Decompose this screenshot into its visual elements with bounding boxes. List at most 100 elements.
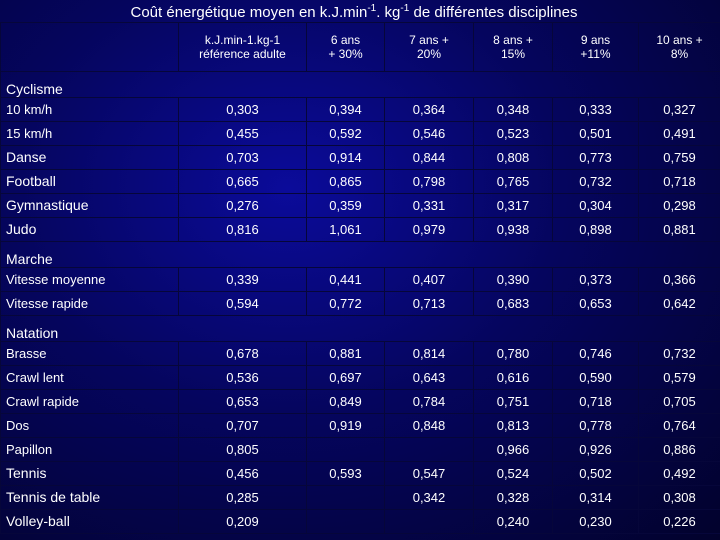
table-row: Judo 0,816 1,061 0,979 0,938 0,898 0,881	[0, 217, 720, 242]
value-cell: 0,703	[178, 145, 307, 170]
value-cell: 0,366	[638, 267, 720, 292]
value-cell: 0,718	[638, 169, 720, 194]
header-line: k.J.min-1.kg-1	[204, 33, 281, 47]
table-row: Vitesse moyenne 0,339 0,441 0,407 0,390 …	[0, 267, 720, 292]
section-row-marche: Marche	[0, 241, 720, 268]
row-label: Crawl rapide	[0, 389, 179, 414]
value-cell: 0,240	[473, 509, 553, 534]
value-cell: 0,373	[552, 267, 639, 292]
value-cell: 0,732	[638, 341, 720, 366]
header-cell-7ans: 7 ans +20%	[384, 22, 474, 72]
value-cell: 0,979	[384, 217, 474, 242]
value-cell: 0,718	[552, 389, 639, 414]
header-line: 20%	[416, 47, 442, 61]
value-cell: 0,881	[638, 217, 720, 242]
header-line: 8 ans +	[493, 33, 533, 47]
value-cell: 0,327	[638, 97, 720, 122]
value-cell: 0,502	[552, 461, 639, 486]
value-cell: 0,593	[306, 461, 385, 486]
value-cell	[384, 509, 474, 534]
value-cell: 0,919	[306, 413, 385, 438]
section-label: Natation	[0, 315, 720, 342]
header-line: + 30%	[328, 47, 363, 61]
value-cell: 0,390	[473, 267, 553, 292]
header-line: 6 ans	[330, 33, 361, 47]
row-label: Dos	[0, 413, 179, 438]
value-cell: 0,276	[178, 193, 307, 218]
value-cell: 0,536	[178, 365, 307, 390]
header-line: référence adulte	[199, 47, 286, 61]
value-cell: 0,643	[384, 365, 474, 390]
table-row: 15 km/h 0,455 0,592 0,546 0,523 0,501 0,…	[0, 121, 720, 146]
title-part: Coût énergétique moyen en k.J.min	[130, 4, 368, 21]
value-cell: 0,808	[473, 145, 553, 170]
value-cell: 0,966	[473, 437, 553, 462]
row-label: Tennis de table	[0, 485, 179, 510]
row-label: Crawl lent	[0, 365, 179, 390]
value-cell: 0,546	[384, 121, 474, 146]
row-label: Brasse	[0, 341, 179, 366]
value-cell: 0,348	[473, 97, 553, 122]
value-cell: 0,501	[552, 121, 639, 146]
value-cell: 0,898	[552, 217, 639, 242]
table-row: Volley-ball 0,209 0,240 0,230 0,226	[0, 509, 720, 534]
value-cell	[384, 437, 474, 462]
value-cell: 0,849	[306, 389, 385, 414]
value-cell: 0,491	[638, 121, 720, 146]
value-cell: 0,455	[178, 121, 307, 146]
header-cell-reference: k.J.min-1.kg-1 référence adulte	[178, 22, 307, 72]
table-row: 10 km/h 0,303 0,394 0,364 0,348 0,333 0,…	[0, 97, 720, 122]
title-superscript: -1	[400, 3, 410, 14]
value-cell: 0,492	[638, 461, 720, 486]
header-line: 9 ans	[580, 33, 611, 47]
value-cell: 0,780	[473, 341, 553, 366]
value-cell: 0,784	[384, 389, 474, 414]
value-cell: 0,342	[384, 485, 474, 510]
value-cell: 0,226	[638, 509, 720, 534]
value-cell: 0,653	[552, 291, 639, 316]
header-cell-9ans: 9 ans +11%	[552, 22, 639, 72]
row-label: Football	[0, 169, 179, 194]
row-label: 15 km/h	[0, 121, 179, 146]
value-cell: 0,331	[384, 193, 474, 218]
table-row: Vitesse rapide 0,594 0,772 0,713 0,683 0…	[0, 291, 720, 316]
value-cell: 0,778	[552, 413, 639, 438]
value-cell: 0,523	[473, 121, 553, 146]
table-row: Football 0,665 0,865 0,798 0,765 0,732 0…	[0, 169, 720, 194]
header-corner	[0, 22, 179, 72]
value-cell: 0,314	[552, 485, 639, 510]
section-row-cyclisme: Cyclisme	[0, 71, 720, 98]
row-label: Vitesse moyenne	[0, 267, 179, 292]
value-cell: 0,524	[473, 461, 553, 486]
value-cell: 0,339	[178, 267, 307, 292]
value-cell: 0,209	[178, 509, 307, 534]
value-cell: 0,304	[552, 193, 639, 218]
value-cell: 1,061	[306, 217, 385, 242]
value-cell: 0,665	[178, 169, 307, 194]
value-cell: 0,230	[552, 509, 639, 534]
energy-cost-table: k.J.min-1.kg-1 référence adulte 6 ans + 30…	[0, 22, 720, 534]
value-cell: 0,333	[552, 97, 639, 122]
header-line: 7 ans +	[409, 33, 449, 47]
value-cell: 0,746	[552, 341, 639, 366]
value-cell: 0,308	[638, 485, 720, 510]
row-label: Tennis	[0, 461, 179, 486]
value-cell: 0,683	[473, 291, 553, 316]
header-cell-8ans: 8 ans +15%	[473, 22, 553, 72]
value-cell: 0,441	[306, 267, 385, 292]
value-cell: 0,886	[638, 437, 720, 462]
header-row: k.J.min-1.kg-1 référence adulte 6 ans + 30…	[0, 22, 720, 72]
value-cell: 0,813	[473, 413, 553, 438]
value-cell: 0,764	[638, 413, 720, 438]
value-cell: 0,642	[638, 291, 720, 316]
row-label: 10 km/h	[0, 97, 179, 122]
value-cell: 0,926	[552, 437, 639, 462]
value-cell: 0,881	[306, 341, 385, 366]
header-line: 10 ans +	[656, 33, 703, 47]
value-cell: 0,298	[638, 193, 720, 218]
row-label: Gymnastique	[0, 193, 179, 218]
value-cell: 0,317	[473, 193, 553, 218]
header-cell-10ans: 10 ans +8%	[638, 22, 720, 72]
value-cell: 0,592	[306, 121, 385, 146]
value-cell	[306, 485, 385, 510]
